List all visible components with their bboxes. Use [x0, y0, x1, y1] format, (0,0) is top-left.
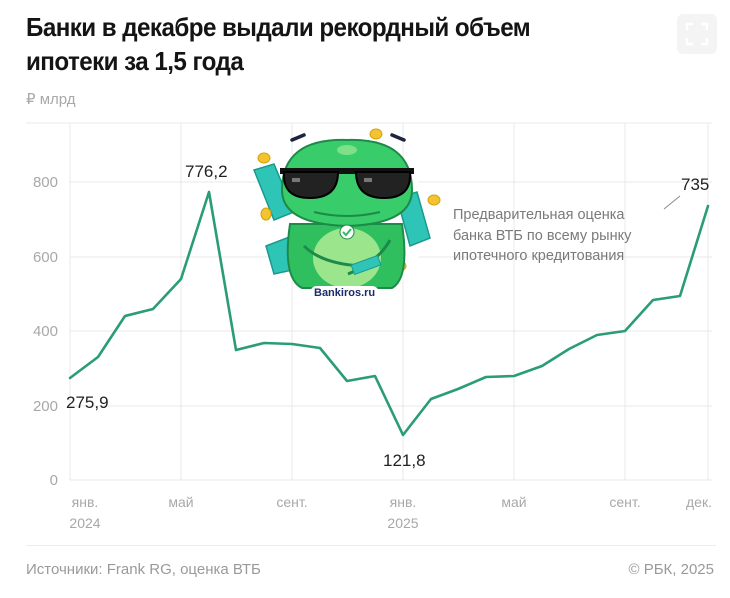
- data-label-dec-2025: 735: [681, 175, 709, 194]
- x-tick-dec-2025: дек.: [686, 494, 712, 510]
- source-note: Источники: Frank RG, оценка ВТБ: [26, 561, 261, 578]
- mascot-watermark: Bankiros.ru: [310, 286, 380, 300]
- mortgage-volume-line: [68, 190, 710, 437]
- y-tick-0: 0: [50, 472, 58, 489]
- annotation-line-2: банка ВТБ по всему рынку: [453, 228, 632, 244]
- x-tick-sep-2025: сент.: [609, 494, 640, 510]
- x-tick-jan-2024-month: янв.: [72, 494, 99, 510]
- fullscreen-button[interactable]: [677, 14, 717, 54]
- frog-mascot-sticker: [252, 128, 441, 304]
- y-tick-800: 800: [33, 174, 58, 191]
- y-tick-600: 600: [33, 249, 58, 266]
- x-tick-jan-2024-year: 2024: [69, 515, 100, 531]
- chart-title: Банки в декабре выдали рекордный объем и…: [26, 12, 531, 76]
- fullscreen-icon: [685, 22, 709, 46]
- x-tick-may-2025: май: [501, 494, 526, 510]
- x-tick-sep-2024: сент.: [276, 494, 307, 510]
- x-tick-may-2024: май: [168, 494, 193, 510]
- annotation-leader-line: [663, 195, 681, 210]
- data-label-jan-2024: 275,9: [66, 393, 109, 412]
- data-label-jun-2024: 776,2: [185, 162, 228, 181]
- y-tick-200: 200: [33, 398, 58, 415]
- sunglasses-icon: [280, 168, 414, 200]
- annotation-line-3: ипотечного кредитования: [453, 248, 624, 264]
- x-axis-ticks: янв. 2024 май сент. янв. 2025 май сент. …: [69, 494, 712, 531]
- x-tick-jan-2025-year: 2025: [387, 515, 418, 531]
- data-label-jan-2025: 121,8: [383, 451, 426, 470]
- annotation-line-1: Предварительная оценка: [453, 207, 625, 223]
- y-tick-400: 400: [33, 323, 58, 340]
- copyright: © РБК, 2025: [628, 561, 714, 578]
- x-tick-jan-2025-month: янв.: [390, 494, 417, 510]
- y-axis-unit: ₽ млрд: [26, 91, 76, 108]
- footer-divider: [26, 545, 716, 546]
- y-axis-ticks: 800 600 400 200 0: [33, 174, 58, 489]
